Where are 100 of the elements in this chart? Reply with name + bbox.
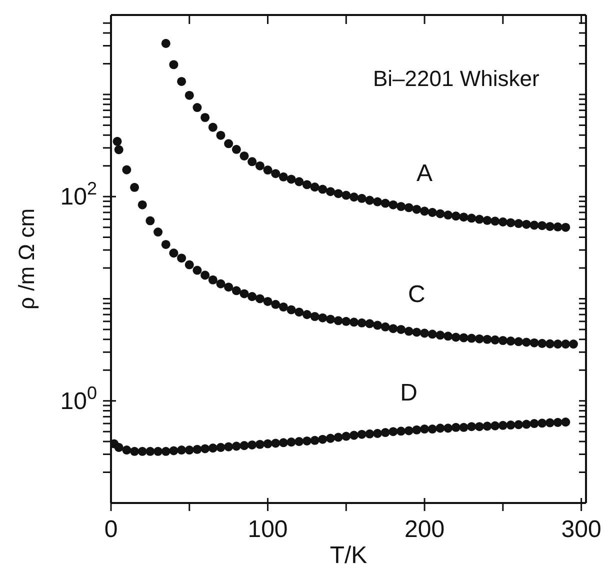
- point: [522, 338, 531, 347]
- point: [326, 314, 335, 324]
- point: [396, 202, 406, 212]
- point: [161, 446, 170, 456]
- point: [388, 427, 398, 436]
- point: [248, 292, 257, 302]
- point: [263, 439, 272, 448]
- point: [122, 165, 132, 174]
- point: [278, 172, 288, 182]
- y-axis-title: ρ /m Ω cm: [14, 208, 39, 310]
- point: [561, 340, 570, 349]
- point: [436, 424, 445, 433]
- point: [224, 442, 234, 452]
- point: [278, 302, 288, 312]
- point: [365, 319, 374, 328]
- point: [459, 333, 468, 342]
- point: [326, 187, 335, 196]
- point: [271, 438, 280, 448]
- point: [224, 282, 234, 292]
- point: [240, 151, 249, 160]
- point: [459, 422, 468, 432]
- point: [530, 338, 539, 348]
- y-tick-label: 10$^{0}$: [60, 382, 97, 415]
- point: [506, 420, 516, 430]
- point: [372, 320, 382, 330]
- point: [114, 145, 124, 154]
- point: [286, 174, 296, 184]
- point: [412, 425, 422, 434]
- point: [232, 144, 241, 154]
- point: [506, 336, 516, 346]
- x-tick-label: 100: [248, 516, 288, 543]
- point: [451, 332, 460, 342]
- point: [318, 184, 328, 194]
- point: [240, 441, 249, 450]
- series-label: C: [408, 281, 426, 308]
- point: [553, 418, 562, 427]
- point: [349, 192, 358, 202]
- point: [514, 219, 524, 228]
- point: [122, 446, 132, 455]
- point: [169, 248, 178, 258]
- point: [522, 420, 531, 429]
- point: [138, 200, 147, 210]
- point: [200, 270, 210, 280]
- point: [467, 422, 476, 432]
- point: [538, 221, 547, 230]
- point: [498, 420, 508, 430]
- point: [482, 216, 492, 225]
- point: [278, 438, 288, 448]
- point: [114, 442, 124, 452]
- point: [310, 436, 320, 445]
- point: [169, 446, 178, 456]
- point: [420, 328, 430, 338]
- point: [420, 206, 430, 216]
- point: [184, 90, 194, 100]
- point: [451, 212, 460, 221]
- point: [326, 434, 335, 443]
- point: [177, 76, 186, 86]
- point: [490, 335, 500, 344]
- point: [530, 419, 539, 428]
- y-tick-label: 10$^{2}$: [60, 178, 97, 211]
- point: [318, 434, 328, 444]
- point: [530, 220, 539, 230]
- point: [412, 328, 422, 337]
- point: [248, 157, 257, 166]
- point: [318, 313, 328, 322]
- point: [365, 196, 374, 205]
- point: [334, 316, 343, 326]
- point: [436, 330, 445, 340]
- point: [490, 421, 500, 430]
- point: [248, 440, 257, 450]
- x-axis-title: T/K: [330, 542, 368, 569]
- point: [498, 217, 508, 226]
- point: [482, 422, 492, 431]
- point: [138, 446, 147, 456]
- point: [263, 296, 272, 306]
- point: [404, 326, 414, 336]
- point: [467, 334, 476, 343]
- point: [514, 420, 524, 430]
- point: [216, 442, 226, 452]
- point: [208, 444, 218, 453]
- point: [216, 130, 226, 140]
- point: [255, 161, 264, 170]
- point: [522, 220, 531, 229]
- point: [294, 177, 304, 186]
- point: [169, 60, 178, 70]
- series-label: D: [400, 380, 418, 407]
- point: [467, 214, 476, 223]
- point: [334, 189, 343, 198]
- point: [302, 180, 312, 190]
- point: [286, 305, 296, 314]
- point: [506, 218, 516, 228]
- point: [240, 289, 249, 298]
- point: [146, 446, 155, 456]
- point: [428, 424, 437, 434]
- point: [372, 428, 382, 438]
- point: [232, 286, 241, 296]
- point: [561, 418, 570, 427]
- point: [271, 169, 280, 178]
- x-tick-label: 300: [561, 516, 602, 543]
- point: [342, 190, 351, 200]
